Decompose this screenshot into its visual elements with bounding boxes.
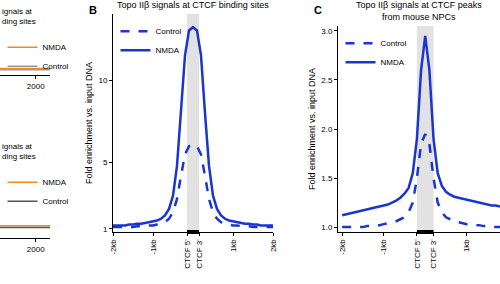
svg-text:1: 1 [103,225,108,234]
svg-text:-1kb: -1kb [149,239,158,255]
svg-text:1.5: 1.5 [321,174,333,183]
svg-text:B: B [89,4,97,16]
svg-text:2000: 2000 [27,245,45,254]
svg-text:3.0: 3.0 [321,27,333,36]
svg-text:Fold enrichment vs. input DNA: Fold enrichment vs. input DNA [307,68,317,190]
svg-text:CTCF 3': CTCF 3' [195,239,204,269]
svg-text:-1kb: -1kb [379,239,388,255]
svg-text:CTCF 3': CTCF 3' [429,239,438,269]
svg-text:-2kb: -2kb [109,239,118,255]
svg-text:CTCF 5': CTCF 5' [183,239,192,269]
svg-text:NMDA: NMDA [43,43,67,52]
svg-text:Control: Control [381,39,407,48]
svg-text:NMDA: NMDA [43,178,67,187]
svg-text:CTCF 5': CTCF 5' [413,239,422,269]
svg-text:Control: Control [43,197,69,206]
svg-text:Topo IIβ signals at CTCF bindi: Topo IIβ signals at CTCF binding sites [117,0,269,10]
svg-text:5: 5 [103,158,108,167]
svg-text:2.0: 2.0 [321,125,333,134]
svg-text:2kb: 2kb [269,239,278,252]
svg-text:1kb: 1kb [229,239,238,252]
svg-text:NMDA: NMDA [381,58,405,67]
svg-text:C: C [314,4,322,16]
svg-text:Control: Control [156,27,182,36]
svg-text:Fold enrichment vs. input DNA: Fold enrichment vs. input DNA [84,62,94,184]
svg-text:ignals atding sites: ignals atding sites [2,7,36,26]
svg-text:2000: 2000 [27,82,45,91]
svg-text:1.0: 1.0 [321,223,333,232]
svg-text:-2kb: -2kb [338,239,347,255]
svg-text:10: 10 [98,76,107,85]
svg-text:Topo IIβ signals at CTCF peaks: Topo IIβ signals at CTCF peaksfrom mouse… [356,0,482,22]
svg-text:2.5: 2.5 [321,76,333,85]
svg-text:NMDA: NMDA [156,46,180,55]
svg-text:ignals atding sites: ignals atding sites [2,142,36,161]
svg-text:1kb: 1kb [462,239,471,252]
svg-text:Control: Control [43,62,69,71]
